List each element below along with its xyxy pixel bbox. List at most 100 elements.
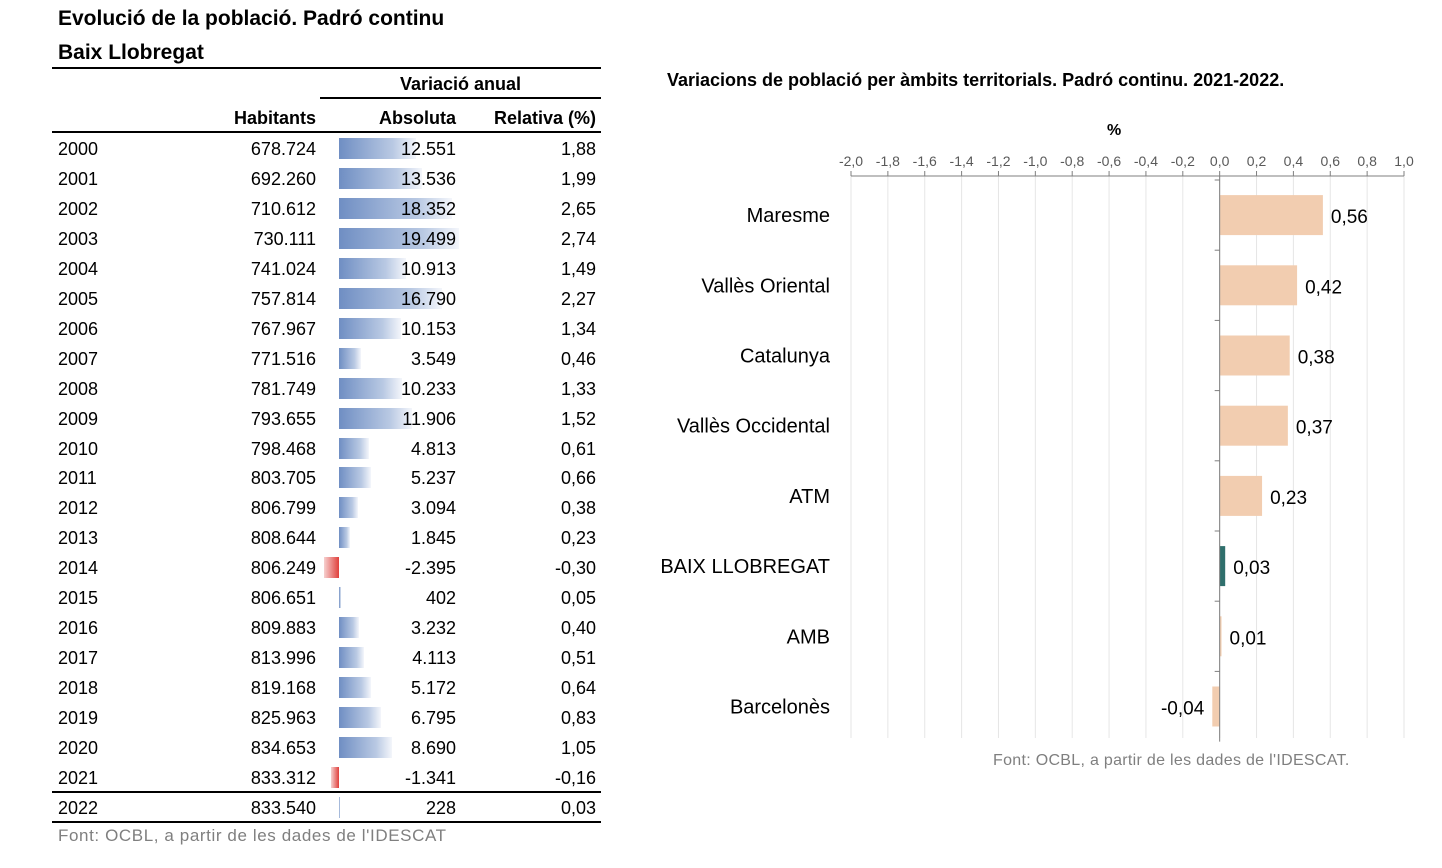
- x-tick-label: -0,6: [1097, 153, 1121, 169]
- cell-year: 2008: [58, 378, 99, 399]
- cell-relativa: 0,61: [560, 438, 596, 459]
- cell-relativa: 0,51: [560, 648, 596, 669]
- cell-habitants: 692.260: [250, 168, 316, 189]
- cell-relativa: 0,66: [560, 468, 596, 489]
- cell-relativa: -0,16: [554, 767, 596, 788]
- absolute-variation-bar: [339, 737, 393, 758]
- cell-habitants: 806.799: [250, 498, 316, 519]
- cell-year: 2006: [58, 318, 99, 339]
- cell-year: 2017: [58, 648, 99, 669]
- category-label: Vallès Occidental: [677, 416, 830, 438]
- cell-relativa: 0,23: [560, 528, 596, 549]
- x-tick-label: 0,4: [1284, 153, 1304, 169]
- x-tick-label: -1,6: [913, 153, 937, 169]
- cell-relativa: 0,64: [560, 678, 596, 699]
- bar-atm: [1219, 475, 1263, 516]
- table-title-line2: Baix Llobregat: [58, 41, 204, 64]
- cell-year: 2015: [58, 588, 99, 609]
- absolute-variation-bar: [339, 257, 407, 279]
- cell-habitants: 793.655: [250, 408, 316, 429]
- axis-unit-label: %: [1107, 122, 1122, 139]
- absolute-variation-bar: [339, 347, 361, 369]
- absolute-variation-bar: [339, 796, 341, 818]
- cell-absoluta: 13.536: [400, 168, 456, 189]
- cell-absoluta: 8.690: [410, 738, 456, 758]
- x-tick-label: -2,0: [839, 153, 863, 169]
- absolute-variation-bar: [330, 766, 339, 788]
- bottom-rule: [52, 821, 601, 823]
- col-header-habitants: Habitants: [233, 108, 316, 128]
- cell-year: 2020: [58, 738, 99, 758]
- cell-year: 2007: [58, 348, 99, 369]
- cell-relativa: 2,65: [560, 198, 596, 219]
- cell-habitants: 771.516: [250, 348, 316, 369]
- cell-habitants: 833.540: [250, 797, 316, 818]
- cell-year: 2013: [58, 528, 99, 549]
- chart-title: Variacions de població per àmbits territ…: [667, 70, 1285, 90]
- cell-year: 2022: [58, 797, 99, 818]
- x-tick-label: 1,0: [1394, 153, 1414, 169]
- cell-habitants: 833.312: [250, 767, 316, 788]
- cell-relativa: 0,03: [560, 797, 596, 818]
- cell-absoluta: 18.352: [400, 198, 456, 219]
- cell-habitants: 767.967: [250, 318, 316, 339]
- cell-absoluta: 12.551: [400, 139, 456, 159]
- absolute-variation-bar: [339, 227, 459, 249]
- x-tick-label: -0,2: [1171, 153, 1195, 169]
- cell-habitants: 806.651: [250, 588, 316, 609]
- cell-relativa: -0,30: [554, 558, 596, 579]
- cell-habitants: 781.749: [250, 378, 316, 399]
- cell-relativa: 0,40: [560, 618, 596, 639]
- cell-relativa: 0,46: [560, 348, 596, 369]
- data-label: 0,42: [1305, 277, 1342, 298]
- cell-year: 2014: [58, 558, 99, 579]
- cell-relativa: 1,34: [560, 318, 596, 339]
- cell-relativa: 1,05: [560, 738, 596, 758]
- bar-vall-s-oriental: [1219, 265, 1298, 306]
- absolute-variation-bar: [339, 497, 359, 519]
- data-label: 0,03: [1233, 558, 1270, 579]
- absolute-variation-bar: [339, 707, 381, 729]
- cell-habitants: 809.883: [250, 618, 316, 639]
- cell-absoluta: 10.913: [400, 258, 456, 279]
- cell-year: 2016: [58, 618, 99, 639]
- cell-relativa: 0,83: [560, 708, 596, 729]
- absolute-variation-bar: [339, 617, 359, 639]
- absolute-variation-bar: [339, 317, 402, 339]
- cell-year: 2012: [58, 498, 99, 519]
- header-rule: [52, 131, 601, 133]
- cell-habitants: 803.705: [250, 468, 316, 489]
- bar-maresme: [1219, 195, 1323, 236]
- cell-absoluta: 19.499: [400, 228, 456, 249]
- absolute-variation-bar: [339, 587, 342, 609]
- cell-absoluta: 6.795: [410, 708, 456, 729]
- category-label: Barcelonès: [730, 697, 830, 719]
- cell-relativa: 1,49: [560, 258, 596, 279]
- category-label: Vallès Oriental: [701, 275, 830, 297]
- group-rule: [320, 97, 601, 99]
- x-tick-label: -1,0: [1023, 153, 1047, 169]
- absolute-variation-bar: [339, 287, 443, 309]
- bar-amb: [1219, 616, 1222, 657]
- x-tick-label: -1,2: [986, 153, 1010, 169]
- cell-absoluta: 4.113: [412, 648, 456, 669]
- data-label: 0,38: [1298, 348, 1335, 369]
- x-tick-label: -0,4: [1134, 153, 1158, 169]
- cell-relativa: 0,05: [560, 588, 596, 609]
- cell-habitants: 710.612: [250, 198, 316, 219]
- cell-year: 2011: [58, 468, 97, 489]
- cell-absoluta: 1.845: [410, 528, 456, 549]
- cell-habitants: 798.468: [250, 438, 316, 459]
- cell-year: 2019: [58, 708, 99, 729]
- cell-habitants: 819.168: [250, 678, 316, 699]
- cell-year: 2004: [58, 258, 99, 279]
- cell-habitants: 806.249: [250, 558, 316, 579]
- data-label: 0,56: [1331, 207, 1368, 228]
- cell-absoluta: 5.237: [410, 468, 456, 489]
- cell-year: 2000: [58, 139, 99, 159]
- x-tick-label: -1,8: [876, 153, 900, 169]
- absolute-variation-bar: [339, 677, 371, 699]
- col-header-absoluta: Absoluta: [378, 108, 456, 128]
- data-label: 0,37: [1296, 418, 1333, 439]
- cell-habitants: 834.653: [250, 738, 316, 758]
